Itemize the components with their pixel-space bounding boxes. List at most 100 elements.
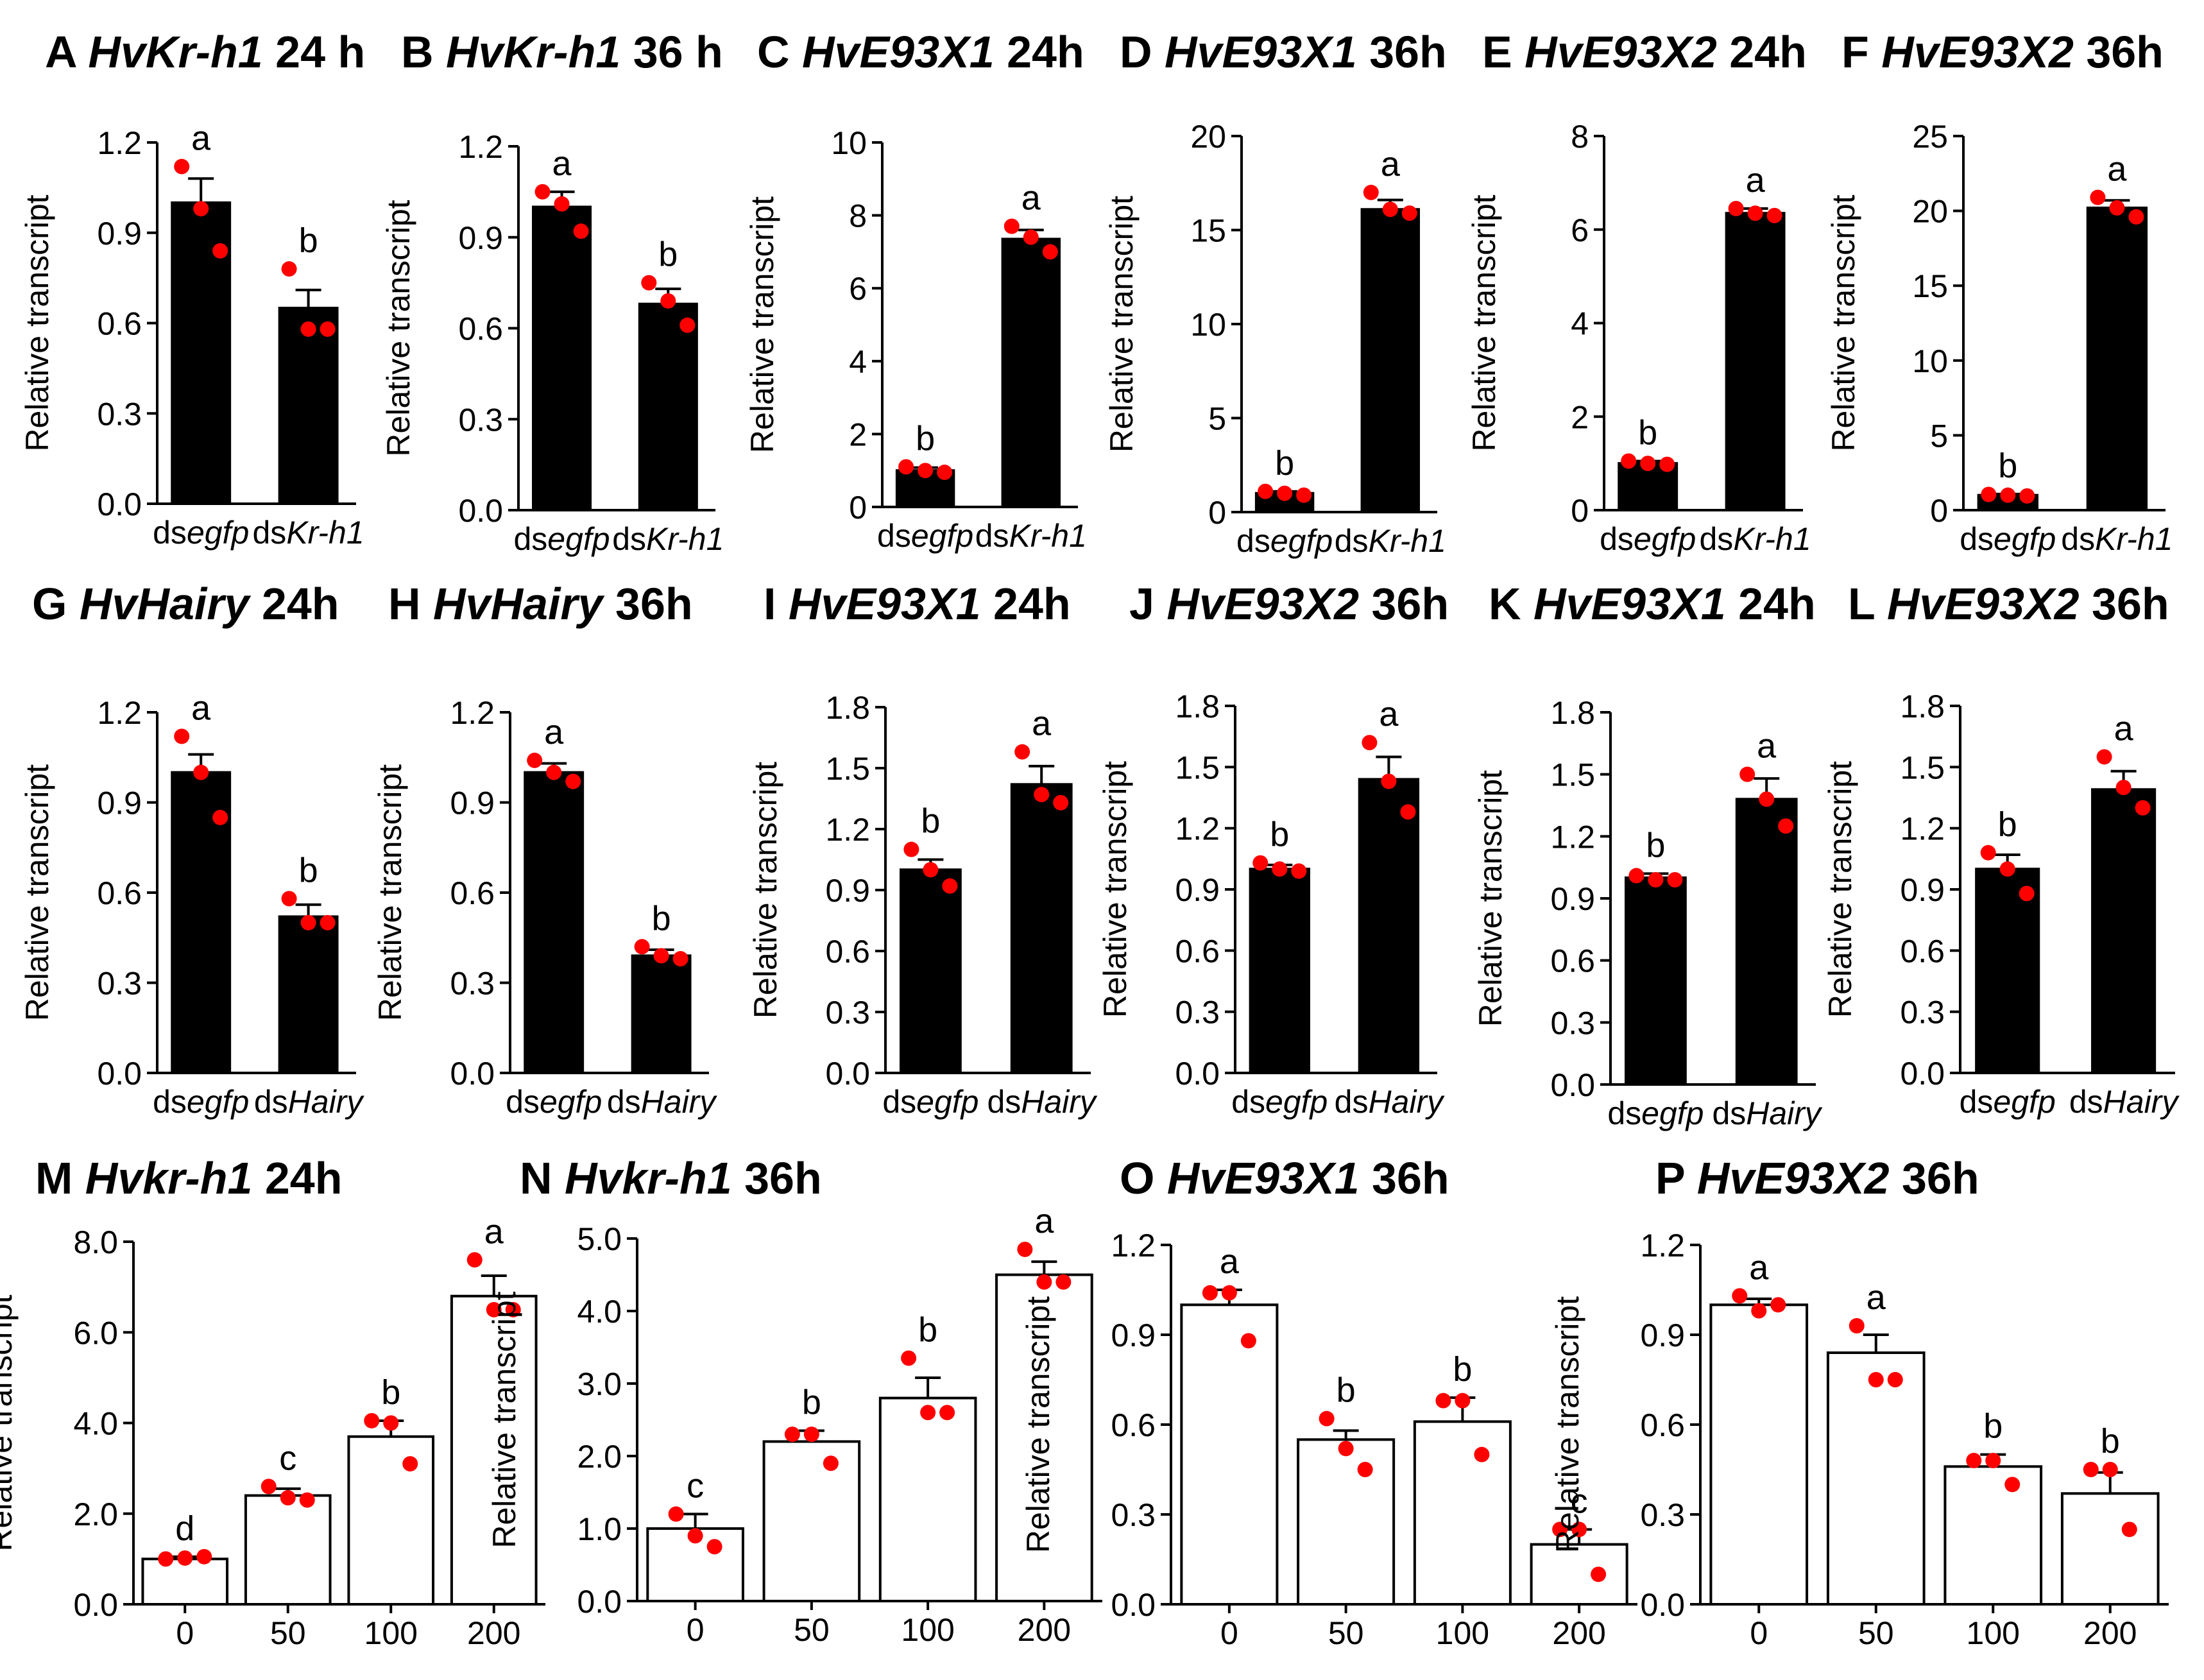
y-tick-label: 0.6 [97, 306, 142, 342]
gene-name: HvE93X2 [1525, 27, 1717, 77]
bar [2086, 206, 2148, 511]
data-point [300, 321, 316, 337]
bar [141, 1557, 229, 1606]
data-point [299, 1492, 315, 1508]
data-point [668, 1506, 684, 1522]
data-point [193, 764, 209, 780]
y-tick-label: 1.5 [1175, 750, 1220, 785]
gene-name: HvE93X1 [789, 579, 981, 629]
x-label-italic: egfp [1270, 523, 1333, 559]
time-label: 24h [250, 579, 339, 629]
data-point [1591, 1566, 1607, 1582]
y-tick-label: 0.6 [825, 934, 870, 970]
y-axis-label: Relative transcript [486, 1291, 522, 1548]
y-tick-label: 2.0 [73, 1496, 118, 1532]
x-label-italic: Kr-h1 [1369, 523, 1446, 559]
y-tick-label: 0.9 [1550, 881, 1595, 917]
y-tick-label: 0.9 [97, 785, 142, 821]
data-point [281, 891, 297, 907]
data-point [1401, 205, 1417, 221]
gene-name: HvKr-h1 [446, 27, 620, 77]
x-label-italic: egfp [916, 1084, 978, 1120]
panel-E: E HvE93X2 24h 0 2 4 6 8 Relative transcript b ds… [1466, 27, 1811, 557]
y-tick-label: 1.2 [1175, 811, 1220, 847]
bar [1826, 1351, 1926, 1606]
x-tick-label: dsegfp [882, 1084, 978, 1120]
x-tick-label: dsegfp [1960, 521, 2056, 557]
bar [631, 954, 692, 1074]
x-label-prefix: ds [153, 515, 187, 551]
x-label-prefix: ds [1700, 521, 1734, 557]
y-axis-label: Relative transcript [1104, 196, 1140, 452]
x-tick-label: dsegfp [1236, 523, 1333, 559]
y-tick-label: 0.6 [97, 875, 142, 911]
x-label-italic: Kr-h1 [646, 521, 724, 557]
x-tick-label: 50 [270, 1615, 306, 1651]
time-label: 24 h [263, 27, 366, 77]
y-tick-label: 0.0 [97, 1056, 142, 1092]
significance-letter: a [1379, 695, 1399, 733]
x-tick-label: dsegfp [513, 521, 610, 557]
x-tick-label: 200 [2083, 1615, 2137, 1651]
significance-letter: b [2101, 1422, 2120, 1461]
panel-letter: N [520, 1153, 565, 1203]
panel-title: D HvE93X1 36h [1120, 27, 1447, 77]
x-label-italic: Hairy [1368, 1084, 1445, 1120]
y-tick-label: 25 [1912, 119, 1948, 155]
y-tick-label: 0.3 [97, 396, 142, 432]
x-label-prefix: 200 [1018, 1612, 1071, 1648]
panel-letter: F [1841, 27, 1881, 77]
y-tick-label: 1.8 [1175, 689, 1220, 724]
bar [1413, 1420, 1512, 1606]
bar [347, 1435, 435, 1606]
gene-name: HvKr-h1 [88, 27, 262, 77]
y-axis-label: Relative transcript [744, 196, 780, 453]
time-label: 36h [2080, 579, 2169, 629]
y-axis-label: Relative transcript [1097, 761, 1133, 1018]
data-point [280, 1490, 296, 1506]
x-tick-label: dsHairy [2069, 1084, 2180, 1120]
data-point [1053, 794, 1069, 810]
data-point [1258, 483, 1274, 499]
bar [278, 307, 339, 505]
bar [1010, 783, 1073, 1075]
data-point [1357, 1462, 1373, 1477]
x-label-prefix: 0 [1750, 1615, 1768, 1651]
data-point [320, 914, 336, 930]
y-tick-label: 1.2 [825, 812, 870, 848]
y-tick-label: 2.0 [577, 1439, 622, 1475]
x-tick-label: 100 [1436, 1615, 1489, 1651]
data-point [1966, 1453, 1982, 1468]
data-point [1291, 863, 1307, 879]
panel-A: A HvKr-h1 24 h 0.0 0.3 0.6 0.9 1.2 Relative tr… [19, 27, 365, 551]
bar [2091, 788, 2157, 1075]
data-point [1221, 1285, 1237, 1301]
x-label-prefix: 100 [901, 1612, 954, 1648]
significance-letter: b [1983, 1407, 2003, 1446]
time-label: 24h [1726, 579, 1816, 629]
data-point [2115, 780, 2131, 796]
y-tick-label: 0.0 [1640, 1587, 1685, 1623]
data-point [923, 862, 939, 878]
data-point [1887, 1372, 1903, 1387]
y-tick-label: 1.2 [1550, 819, 1595, 855]
y-tick-label: 8 [849, 198, 867, 234]
data-point [1628, 868, 1644, 884]
y-axis-label: Relative transcript [1473, 770, 1508, 1027]
panel-L: L HvE93X2 36h 0.0 0.3 0.6 0.9 1.2 1.5 1.8 Relati… [1822, 579, 2180, 1120]
y-axis-label: Relative transcript [19, 194, 55, 451]
x-tick-label: 0 [1750, 1615, 1768, 1651]
x-label-prefix: ds [1960, 1084, 1994, 1120]
x-label-italic: egfp [1993, 1084, 2055, 1120]
data-point [158, 1551, 174, 1567]
gene-name: HvE93X2 [1697, 1153, 1890, 1203]
data-point [1319, 1410, 1335, 1427]
significance-letter: b [299, 221, 318, 260]
data-point [1739, 766, 1756, 782]
data-point [1659, 456, 1675, 472]
data-point [1023, 229, 1039, 245]
y-tick-label: 0.6 [450, 875, 495, 911]
y-tick-label: 1.2 [97, 125, 142, 161]
significance-letter: b [1998, 805, 2017, 844]
data-point [679, 317, 696, 333]
